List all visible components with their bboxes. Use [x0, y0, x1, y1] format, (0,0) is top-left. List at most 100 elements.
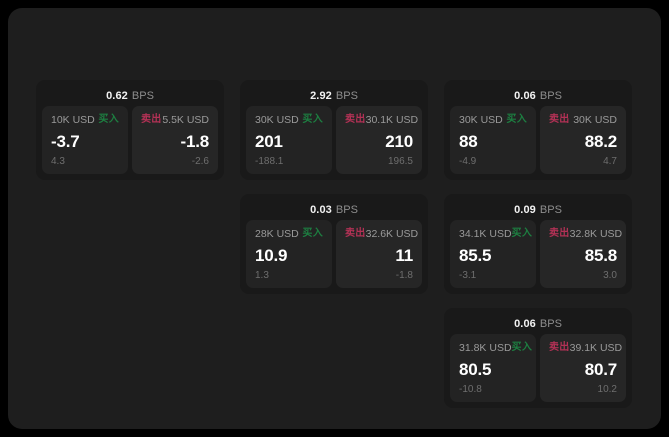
bps-value: 0.06 — [514, 89, 536, 102]
buy-side-header: 28K USD 买入 — [255, 228, 323, 240]
sell-price: -1.8 — [180, 132, 210, 151]
sell-quantity: 30.1K USD — [365, 113, 419, 126]
sell-side-header: 卖出 30K USD — [549, 114, 617, 126]
quote-card[interactable]: 0.09 BPS 34.1K USD 买入 85.5 -3.1 卖出 — [444, 194, 632, 294]
quote-card[interactable]: 0.06 BPS 31.8K USD 买入 80.5 -10.8 卖 — [444, 308, 632, 408]
buy-footer-value: -188.1 — [255, 156, 284, 167]
buy-side[interactable]: 28K USD 买入 10.9 1.3 — [246, 220, 332, 288]
buy-quantity: 30K USD — [255, 113, 299, 126]
sell-footer-value: -1.8 — [395, 270, 413, 281]
sell-side[interactable]: 卖出 30K USD 88.2 4.7 — [540, 106, 626, 174]
sell-quantity: 30K USD — [573, 113, 617, 126]
sell-tag: 卖出 — [549, 228, 570, 239]
buy-side[interactable]: 31.8K USD 买入 80.5 -10.8 — [450, 334, 536, 402]
buy-footer-value: -10.8 — [459, 384, 482, 395]
buy-price: 85.5 — [459, 246, 492, 265]
buy-price: 88 — [459, 132, 478, 151]
sell-price: 210 — [385, 132, 413, 151]
quote-card[interactable]: 0.03 BPS 28K USD 买入 10.9 1.3 卖出 — [240, 194, 428, 294]
sell-footer-value: 196.5 — [387, 156, 413, 167]
card-body: 28K USD 买入 10.9 1.3 卖出 32.6K USD 11 -1.8 — [246, 220, 422, 288]
buy-quantity: 31.8K USD — [459, 341, 512, 354]
quote-card[interactable]: 2.92 BPS 30K USD 买入 201 -188.1 卖出 — [240, 80, 428, 180]
buy-tag: 买入 — [302, 114, 323, 125]
bps-unit-label: BPS — [539, 317, 562, 330]
buy-price: 201 — [255, 132, 283, 151]
card-header: 2.92 BPS — [246, 86, 422, 106]
bps-value: 0.03 — [310, 203, 332, 216]
buy-side-header: 30K USD 买入 — [459, 114, 527, 126]
buy-tag: 买入 — [511, 228, 533, 239]
buy-footer-value: -3.1 — [459, 270, 477, 281]
buy-tag: 买入 — [506, 114, 527, 125]
sell-tag: 卖出 — [549, 114, 570, 125]
card-header: 0.06 BPS — [450, 314, 626, 334]
buy-quantity: 10K USD — [51, 113, 95, 126]
bps-value: 2.92 — [310, 89, 332, 102]
sell-footer-value: -2.6 — [191, 156, 209, 167]
quote-card[interactable]: 0.06 BPS 30K USD 买入 88 -4.9 卖出 — [444, 80, 632, 180]
card-header: 0.62 BPS — [42, 86, 218, 106]
app-panel: 0.62 BPS 10K USD 买入 -3.7 4.3 卖出 — [8, 8, 661, 429]
card-body: 31.8K USD 买入 80.5 -10.8 卖出 39.1K USD 80.… — [450, 334, 626, 402]
bps-value: 0.09 — [514, 203, 536, 216]
bps-value: 0.06 — [514, 317, 536, 330]
buy-price: 10.9 — [255, 246, 288, 265]
buy-side[interactable]: 34.1K USD 买入 85.5 -3.1 — [450, 220, 536, 288]
card-body: 30K USD 买入 88 -4.9 卖出 30K USD 88.2 4.7 — [450, 106, 626, 174]
buy-side[interactable]: 30K USD 买入 201 -188.1 — [246, 106, 332, 174]
sell-quantity: 5.5K USD — [162, 113, 209, 126]
buy-side-header: 31.8K USD 买入 — [459, 341, 532, 354]
bps-unit-label: BPS — [539, 203, 562, 216]
card-body: 10K USD 买入 -3.7 4.3 卖出 5.5K USD -1.8 -2.… — [42, 106, 218, 174]
card-header: 0.06 BPS — [450, 86, 626, 106]
sell-tag: 卖出 — [345, 228, 366, 239]
card-column-3: 0.06 BPS 30K USD 买入 88 -4.9 卖出 — [444, 80, 632, 408]
buy-side-header: 10K USD 买入 — [51, 114, 119, 126]
sell-price: 88.2 — [584, 132, 617, 151]
buy-quantity: 30K USD — [459, 113, 503, 126]
bps-unit-label: BPS — [131, 89, 154, 102]
buy-tag: 买入 — [511, 342, 533, 353]
sell-side[interactable]: 卖出 5.5K USD -1.8 -2.6 — [132, 106, 218, 174]
sell-footer-value: 3.0 — [603, 270, 617, 281]
buy-price: -3.7 — [51, 132, 80, 151]
card-column-2: 2.92 BPS 30K USD 买入 201 -188.1 卖出 — [240, 80, 428, 294]
sell-side[interactable]: 卖出 32.8K USD 85.8 3.0 — [540, 220, 626, 288]
buy-price: 80.5 — [459, 360, 492, 379]
card-body: 30K USD 买入 201 -188.1 卖出 30.1K USD 210 1… — [246, 106, 422, 174]
buy-side-header: 34.1K USD 买入 — [459, 227, 532, 240]
buy-tag: 买入 — [98, 114, 119, 125]
sell-side-header: 卖出 39.1K USD — [549, 342, 622, 354]
sell-quantity: 32.6K USD — [365, 227, 419, 240]
sell-price: 85.8 — [584, 246, 617, 265]
quote-card[interactable]: 0.62 BPS 10K USD 买入 -3.7 4.3 卖出 — [36, 80, 224, 180]
sell-side-header: 卖出 5.5K USD — [141, 114, 209, 126]
buy-side-header: 30K USD 买入 — [255, 114, 323, 126]
buy-footer-value: 4.3 — [51, 156, 65, 167]
bps-unit-label: BPS — [335, 89, 358, 102]
bps-unit-label: BPS — [335, 203, 358, 216]
sell-tag: 卖出 — [141, 114, 162, 125]
sell-side-header: 卖出 32.6K USD — [345, 228, 418, 240]
sell-price: 80.7 — [584, 360, 617, 379]
buy-quantity: 28K USD — [255, 227, 299, 240]
sell-quantity: 32.8K USD — [569, 227, 623, 240]
sell-side[interactable]: 卖出 30.1K USD 210 196.5 — [336, 106, 422, 174]
sell-side[interactable]: 卖出 39.1K USD 80.7 10.2 — [540, 334, 626, 402]
sell-footer-value: 4.7 — [603, 156, 617, 167]
sell-side[interactable]: 卖出 32.6K USD 11 -1.8 — [336, 220, 422, 288]
sell-side-header: 卖出 30.1K USD — [345, 114, 418, 126]
buy-side[interactable]: 10K USD 买入 -3.7 4.3 — [42, 106, 128, 174]
card-body: 34.1K USD 买入 85.5 -3.1 卖出 32.8K USD 85.8… — [450, 220, 626, 288]
card-header: 0.03 BPS — [246, 200, 422, 220]
bps-value: 0.62 — [106, 89, 128, 102]
sell-tag: 卖出 — [345, 114, 366, 125]
buy-quantity: 34.1K USD — [459, 227, 512, 240]
sell-price: 11 — [395, 246, 413, 265]
sell-tag: 卖出 — [549, 342, 570, 353]
card-header: 0.09 BPS — [450, 200, 626, 220]
buy-side[interactable]: 30K USD 买入 88 -4.9 — [450, 106, 536, 174]
buy-tag: 买入 — [302, 228, 323, 239]
quote-card-board: 0.62 BPS 10K USD 买入 -3.7 4.3 卖出 — [36, 80, 634, 408]
